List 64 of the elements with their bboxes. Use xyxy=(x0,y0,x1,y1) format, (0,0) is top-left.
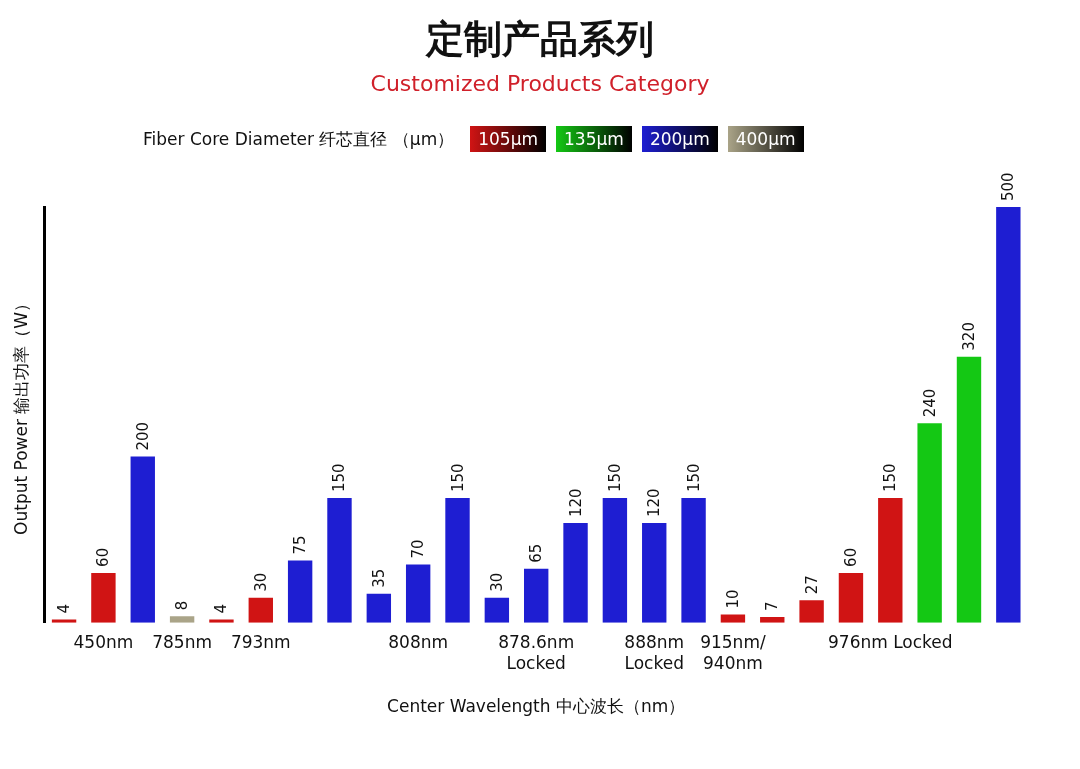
x-tick-label: 878.6nm Locked xyxy=(498,632,575,673)
chart-title: 定制产品系列 xyxy=(424,16,655,63)
y-axis-title: Output Power 输出功率（W） xyxy=(10,294,31,535)
bar xyxy=(602,498,628,623)
bar xyxy=(130,456,155,623)
text: 200µm xyxy=(641,126,718,152)
data-label: 35 xyxy=(369,568,388,588)
x-tick-label: 450nm xyxy=(73,632,134,653)
data-label: 150 xyxy=(605,463,624,493)
data-label: 10 xyxy=(723,589,742,609)
text: 400µm xyxy=(727,126,804,152)
data-label: 4 xyxy=(55,603,74,614)
data-label: 30 xyxy=(251,572,270,592)
x-tick-label: 976nm Locked xyxy=(827,632,953,653)
bar xyxy=(91,572,116,623)
data-label: 4 xyxy=(212,603,231,614)
bar xyxy=(209,619,234,623)
bar xyxy=(563,523,588,623)
data-label: 70 xyxy=(409,539,428,559)
bar xyxy=(720,614,746,623)
bar xyxy=(445,498,470,623)
data-label: 200 xyxy=(133,421,152,451)
data-label: 60 xyxy=(94,547,113,567)
data-label: 150 xyxy=(881,463,900,493)
data-label: 65 xyxy=(527,543,546,563)
data-label: 120 xyxy=(566,488,585,518)
bar xyxy=(366,593,392,623)
data-label: 120 xyxy=(645,488,664,518)
x-tick-label: 915nm/ 940nm xyxy=(700,632,766,673)
data-label: 320 xyxy=(959,322,978,351)
data-label: 8 xyxy=(173,600,192,611)
bar xyxy=(405,564,431,623)
data-label: 27 xyxy=(802,575,821,595)
x-tick-label: 785nm xyxy=(152,632,212,653)
x-tick-label: 888nm Locked xyxy=(624,632,685,673)
chart-subtitle: Customized Products Category xyxy=(369,71,711,96)
data-label: 240 xyxy=(920,388,939,418)
data-label: 150 xyxy=(684,463,703,493)
data-label: 30 xyxy=(487,572,506,592)
text: 135µm xyxy=(556,126,632,152)
bar xyxy=(996,207,1021,623)
bar xyxy=(248,597,273,623)
data-label: 500 xyxy=(999,172,1018,201)
bar xyxy=(642,523,667,623)
x-tick-label: 793nm xyxy=(230,632,291,653)
bar xyxy=(878,498,903,623)
data-label: 150 xyxy=(448,463,467,493)
data-label: 75 xyxy=(291,535,310,555)
text: 105µm xyxy=(470,126,547,152)
x-tick-label: 808nm xyxy=(388,632,449,653)
bar xyxy=(681,498,706,623)
bar xyxy=(524,568,549,623)
data-label: 7 xyxy=(763,601,782,611)
data-label: 150 xyxy=(330,463,349,493)
legend-title: Fiber Core Diameter 纤芯直径 （µm） xyxy=(143,127,455,151)
bar xyxy=(484,597,510,623)
data-label: 60 xyxy=(841,547,860,567)
bar xyxy=(956,356,982,623)
bar xyxy=(917,423,942,623)
bar xyxy=(327,498,352,623)
bar xyxy=(799,600,824,623)
bar xyxy=(838,572,864,623)
bar xyxy=(287,560,313,623)
x-axis-title: Center Wavelength 中心波长（nm） xyxy=(387,696,686,717)
